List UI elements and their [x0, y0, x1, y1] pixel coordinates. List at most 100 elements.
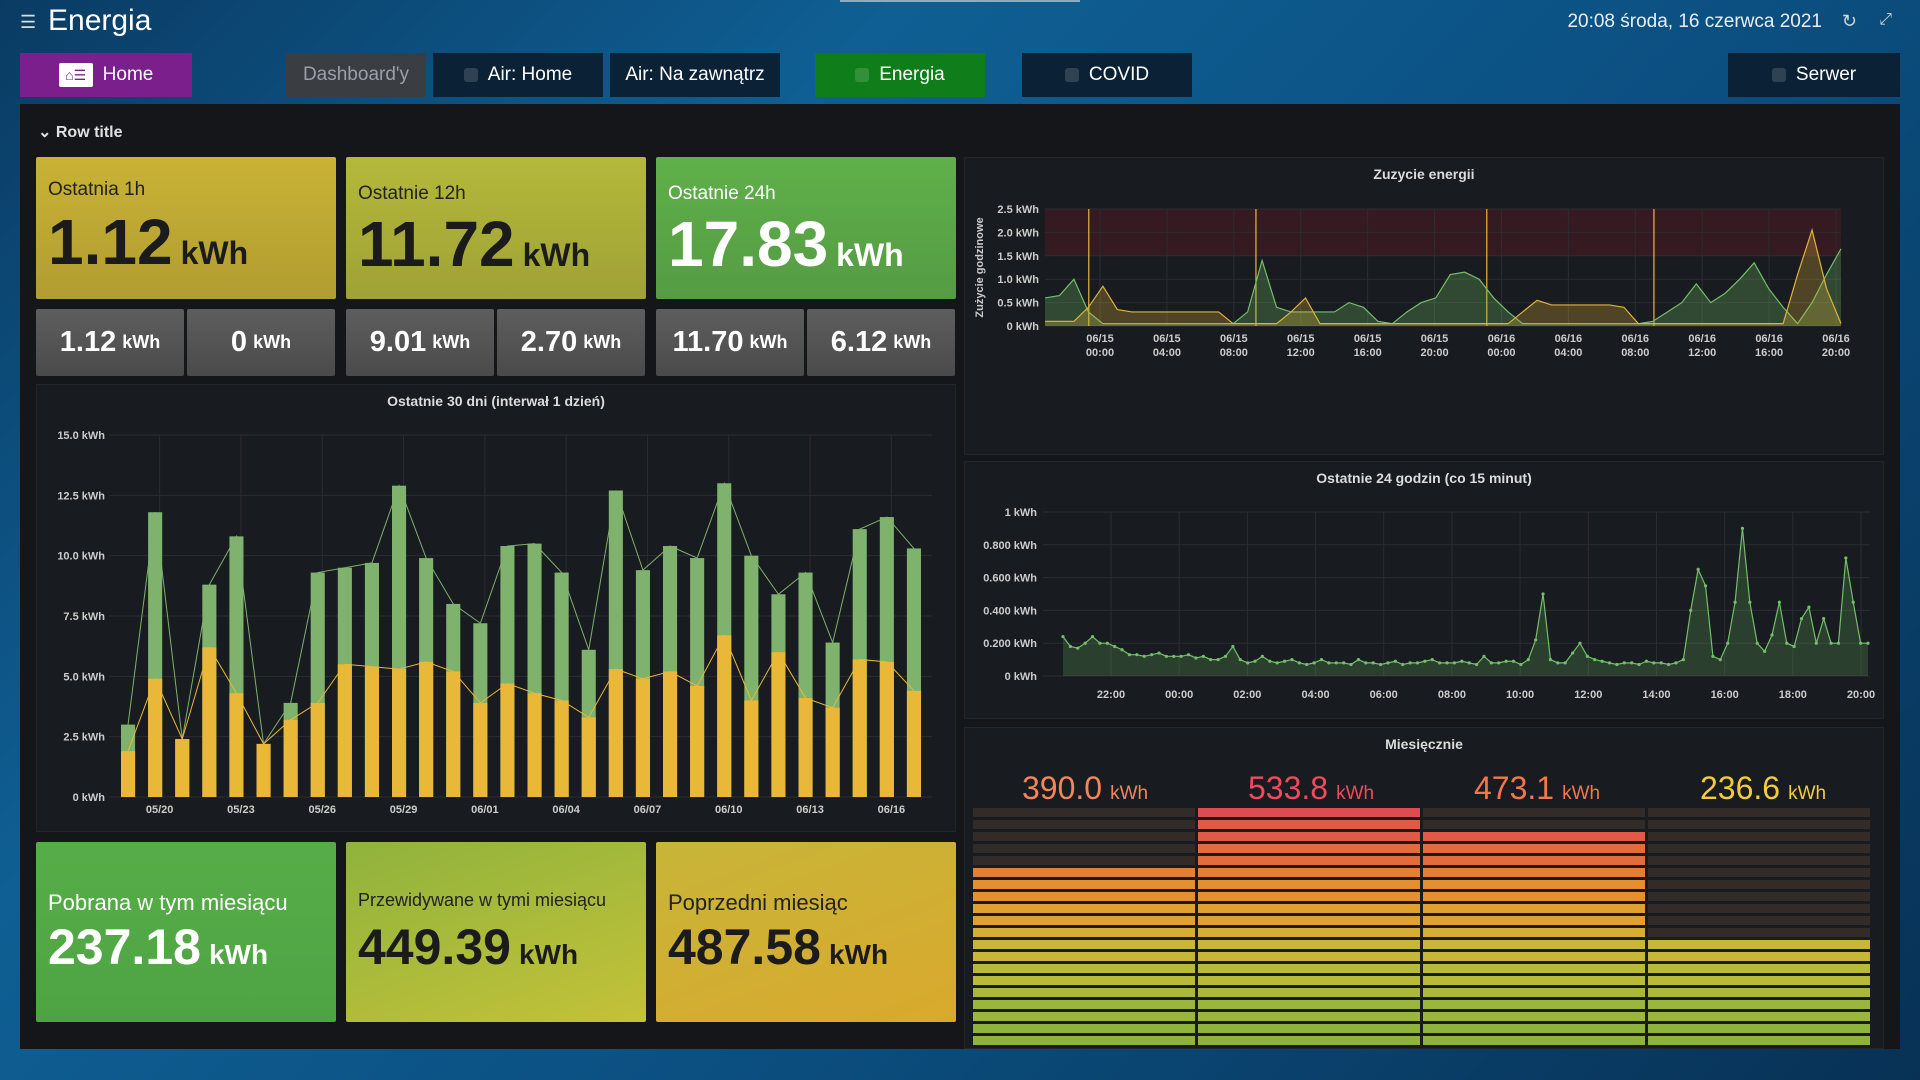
bar-day	[364, 666, 379, 797]
gauge-segment	[1423, 820, 1645, 829]
gauge-segment	[1423, 856, 1645, 865]
gauge-segment	[1423, 868, 1645, 877]
nav-button-energia[interactable]: Energia	[815, 53, 985, 97]
x-tick-label: 06/16	[1622, 333, 1650, 345]
y-tick-label: 5.0 kWh	[63, 671, 105, 683]
series-point	[1799, 617, 1804, 621]
series-point	[1157, 651, 1161, 655]
nav-button-air-home[interactable]: Air: Home	[433, 53, 603, 97]
nav-button-serwer[interactable]: Serwer	[1728, 53, 1900, 97]
stat-value: 237.18 kWh	[48, 918, 268, 976]
gauge-segment	[1423, 940, 1645, 949]
series-point	[1681, 658, 1685, 662]
series-point	[1231, 644, 1235, 649]
x-tick-label: 04:00	[1554, 347, 1582, 359]
monthly-unit: kWh	[1336, 783, 1375, 804]
x-tick-label: 06/16	[1755, 333, 1783, 345]
series-point	[1748, 600, 1752, 604]
series-point	[1740, 526, 1745, 530]
gauge-segment	[973, 964, 1195, 973]
series-point	[1489, 661, 1493, 665]
gauge-segment	[1198, 1000, 1420, 1009]
nav-label: Air: Na zawnątrz	[625, 64, 765, 85]
expand-icon[interactable]: ⤢	[1879, 11, 1892, 28]
bar-day	[202, 647, 217, 797]
gauge-segment	[1648, 916, 1870, 925]
series-point	[1511, 659, 1516, 663]
x-tick-label: 12:00	[1688, 347, 1716, 359]
monthly-value: 533.8 kWh	[1248, 770, 1374, 807]
y-tick-label: 2.0 kWh	[997, 227, 1039, 239]
row-title[interactable]: ⌄ Row title	[38, 124, 123, 141]
stat-label: Ostatnie 12h	[358, 183, 466, 204]
gauge-segment	[1423, 1012, 1645, 1021]
bar-day	[121, 751, 136, 797]
series-point	[1319, 658, 1324, 662]
series-point	[1127, 653, 1132, 657]
y-tick-label: 2.5 kWh	[997, 204, 1039, 216]
series-point	[1290, 658, 1294, 662]
series-point	[1342, 661, 1346, 665]
series-point	[1792, 644, 1796, 649]
series-point	[1733, 600, 1737, 604]
series-point	[1401, 662, 1405, 667]
gauge-segment	[1648, 976, 1870, 985]
series-area	[1045, 230, 1841, 326]
series-point	[1711, 654, 1715, 658]
stat-number: 11.72	[358, 208, 515, 280]
gauge-segment	[1423, 892, 1645, 901]
gauge-segment	[973, 952, 1195, 961]
nav-button-covid[interactable]: COVID	[1022, 53, 1192, 97]
chart-usage: 0 kWh 0.5 kWh 1.0 kWh 1.5 kWh 2.0 kWh 2.5 kWh…	[974, 204, 1850, 359]
gauge-segment	[1423, 808, 1645, 817]
gauge-segment	[1648, 988, 1870, 997]
series-point	[1607, 661, 1612, 665]
series-point	[1814, 641, 1818, 645]
series-point	[1105, 641, 1109, 645]
y-tick-label: 1.5 kWh	[997, 251, 1039, 263]
bar-day	[392, 669, 407, 797]
series-point	[1585, 654, 1589, 658]
gauge-segment	[1198, 820, 1420, 829]
x-tick-label: 06/15	[1220, 333, 1248, 345]
stat-unit: kWh	[583, 332, 622, 352]
gauge-segment	[1423, 952, 1645, 961]
x-tick-label: 05/20	[146, 804, 174, 816]
series-point	[1253, 659, 1257, 663]
menu-icon[interactable]: ☰	[20, 12, 37, 32]
chart-title-24h: Ostatnie 24 godzin (co 15 minut)	[1316, 470, 1532, 486]
x-tick-label: 06/15	[1421, 333, 1449, 345]
series-point	[1438, 661, 1442, 665]
gauge-segment	[1648, 904, 1870, 913]
nav-button-home[interactable]: ⌂☰ Home	[20, 53, 192, 97]
gauge-segment	[973, 808, 1195, 817]
series-point	[1356, 658, 1361, 662]
monthly-unit: kWh	[1562, 783, 1601, 804]
series-line-total	[127, 481, 915, 746]
gauge-segment	[1648, 1012, 1870, 1021]
nav-label: Serwer	[1795, 64, 1857, 85]
gauge-segment	[1423, 1024, 1645, 1033]
series-point	[1851, 600, 1855, 604]
x-tick-label: 22:00	[1097, 689, 1125, 701]
gauge-segment	[973, 1012, 1195, 1021]
x-tick-label: 00:00	[1487, 347, 1515, 359]
stat-label: Ostatnie 24h	[668, 183, 776, 204]
series-point	[1497, 661, 1501, 665]
bar-day	[446, 671, 461, 797]
gauge-segment	[1198, 940, 1420, 949]
refresh-icon[interactable]: ↻	[1841, 11, 1857, 31]
series-point	[1445, 661, 1449, 665]
nav-button-air-na-zawn-trz[interactable]: Air: Na zawnątrz	[610, 53, 780, 97]
bar-day	[825, 707, 840, 797]
series-point	[1216, 658, 1220, 662]
gauge-segment	[1648, 1036, 1870, 1045]
gauge-segment	[1198, 844, 1420, 853]
nav-button-dashboard-y[interactable]: Dashboard'y	[286, 53, 426, 97]
x-tick-label: 08:00	[1220, 347, 1248, 359]
nav-label: COVID	[1088, 64, 1150, 85]
gauge-segment	[973, 988, 1195, 997]
chart-panel-24h: Ostatnie 24 godzin (co 15 minut) 0 kWh 0.…	[964, 461, 1884, 719]
series-point	[1378, 662, 1383, 667]
stat-unit: kWh	[432, 332, 471, 352]
